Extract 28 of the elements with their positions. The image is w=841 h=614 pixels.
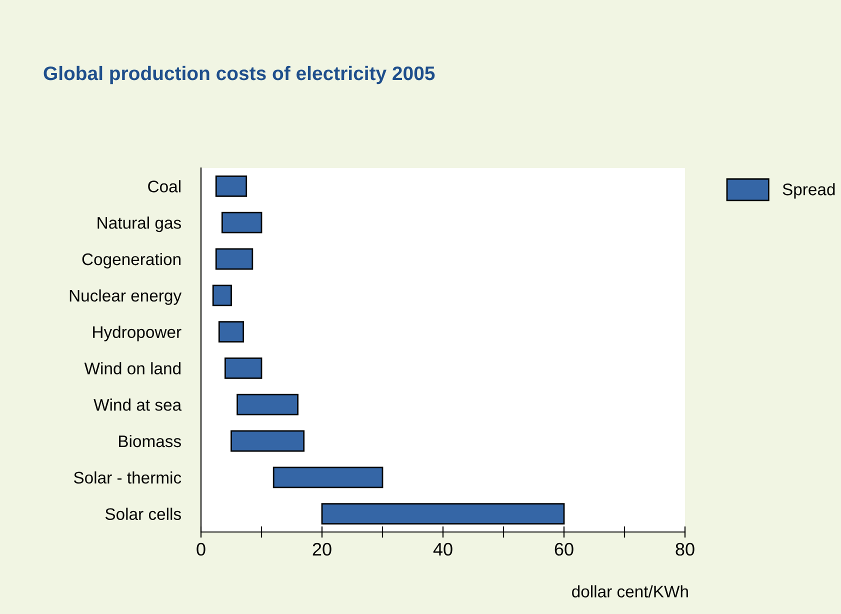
y-tick-label: Coal xyxy=(148,180,180,192)
y-tick-label: Wind at sea xyxy=(94,398,182,411)
bar xyxy=(218,321,244,343)
x-axis-title: dollar cent/KWh xyxy=(572,585,688,598)
y-tick-label: Natural gas xyxy=(98,216,181,232)
bar xyxy=(272,466,384,488)
x-tick-label: 80 xyxy=(676,542,694,556)
y-tick-label: Biomass xyxy=(119,434,181,448)
bar xyxy=(221,212,262,234)
x-tick-label: 0 xyxy=(196,542,206,556)
bar xyxy=(230,430,305,452)
bar xyxy=(236,394,298,416)
y-tick-label: Nuclear energy xyxy=(70,289,182,305)
chart-title: Global production costs of electricity 2005 xyxy=(44,66,435,84)
y-tick-label: Cogeneration xyxy=(82,252,180,268)
y-tick-label: Wind on land xyxy=(84,362,180,374)
bar xyxy=(224,357,262,379)
bar xyxy=(215,248,254,270)
bar xyxy=(321,503,565,525)
bar xyxy=(215,175,248,197)
bar xyxy=(212,284,232,306)
y-tick-label: Solar - thermic xyxy=(74,471,182,484)
x-tick-label: 60 xyxy=(554,542,574,556)
x-tick-label: 20 xyxy=(312,542,332,556)
legend-label: Spread xyxy=(782,183,835,199)
y-tick-label: Hydropower xyxy=(93,326,182,342)
y-tick-label: Solar cells xyxy=(105,508,181,520)
x-tick-label: 40 xyxy=(433,542,452,556)
